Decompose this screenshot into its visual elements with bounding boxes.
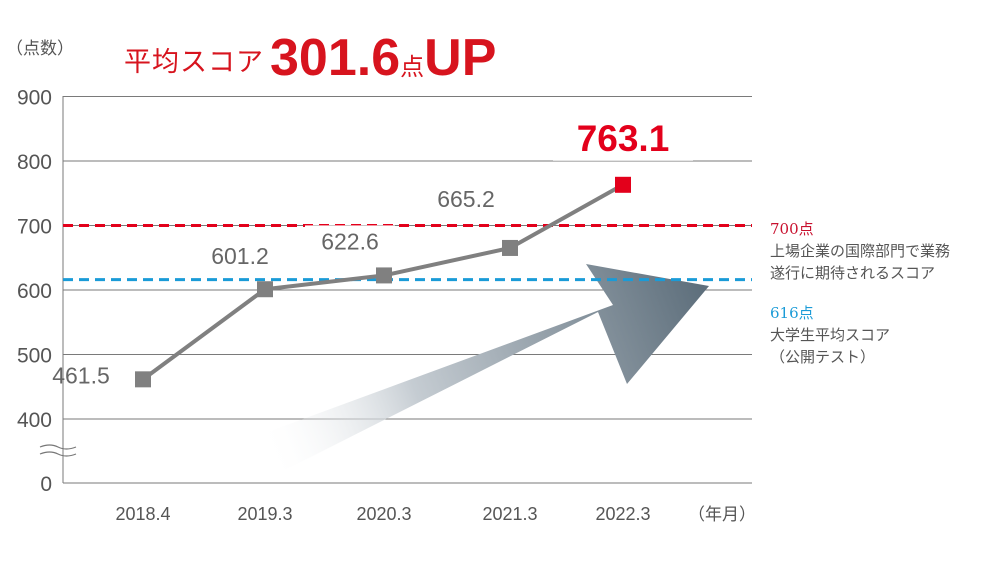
- y-tick-label-400: 400: [17, 409, 52, 432]
- data-point-2020.3: [376, 267, 392, 284]
- x-tick-label-2021.3: 2021.3: [482, 504, 537, 524]
- data-point-2021.3: [502, 239, 518, 256]
- reference-700-desc-line2: 遂行に期待されるスコア: [770, 264, 936, 282]
- data-label-bg-2022.3: [553, 114, 693, 161]
- data-label-2020.3: 622.6: [321, 228, 379, 254]
- x-tick-label-2022.3: 2022.3: [595, 504, 650, 524]
- data-point-2022.3: [615, 176, 631, 193]
- reference-700-annotation: 700点 上場企業の国際部門で業務 遂行に期待されるスコア: [770, 218, 950, 284]
- reference-616-label: 616点: [770, 304, 814, 322]
- chart-title: 平均スコア 301.6点UP: [124, 28, 496, 88]
- data-label-2018.4: 461.5: [52, 362, 110, 388]
- x-tick-label-2018.4: 2018.4: [115, 504, 170, 524]
- trend-arrow: [265, 264, 709, 470]
- data-point-2018.4: [135, 371, 151, 388]
- x-tick-label-2019.3: 2019.3: [237, 504, 292, 524]
- data-label-2021.3: 665.2: [437, 186, 495, 212]
- title-unit: 点: [400, 53, 425, 81]
- y-tick-label-600: 600: [17, 280, 52, 303]
- title-value: 301.6: [270, 29, 401, 87]
- axis-break-wave-1: [39, 444, 77, 450]
- axis-break-wave-2: [39, 451, 77, 457]
- data-label-2019.3: 601.2: [211, 243, 269, 269]
- y-tick-label-900: 900: [17, 87, 52, 110]
- y-axis-label: （点数）: [6, 39, 74, 59]
- data-label-bg-2020.3: [305, 225, 395, 256]
- data-label-bg-2021.3: [421, 182, 511, 213]
- y-tick-label-500: 500: [17, 345, 52, 368]
- y-tick-label-0: 0: [40, 473, 52, 496]
- reference-616-desc-line1: 大学生平均スコア: [770, 326, 891, 344]
- title-suffix: UP: [424, 29, 497, 87]
- y-tick-label-800: 800: [17, 151, 52, 174]
- reference-700-label: 700点: [770, 220, 814, 238]
- axis-break-marker: [39, 444, 77, 457]
- reference-700-desc-line1: 上場企業の国際部門で業務: [770, 242, 951, 260]
- data-label-2022.3: 763.1: [577, 118, 670, 159]
- y-tick-label-700: 700: [17, 216, 52, 239]
- x-tick-label-2020.3: 2020.3: [356, 504, 411, 524]
- x-axis-label: （年月）: [688, 505, 756, 525]
- reference-616-annotation: 616点 大学生平均スコア （公開テスト）: [770, 302, 890, 368]
- title-prefix: 平均スコア: [124, 47, 264, 78]
- data-point-2019.3: [257, 281, 273, 298]
- reference-616-desc-line2: （公開テスト）: [770, 348, 876, 366]
